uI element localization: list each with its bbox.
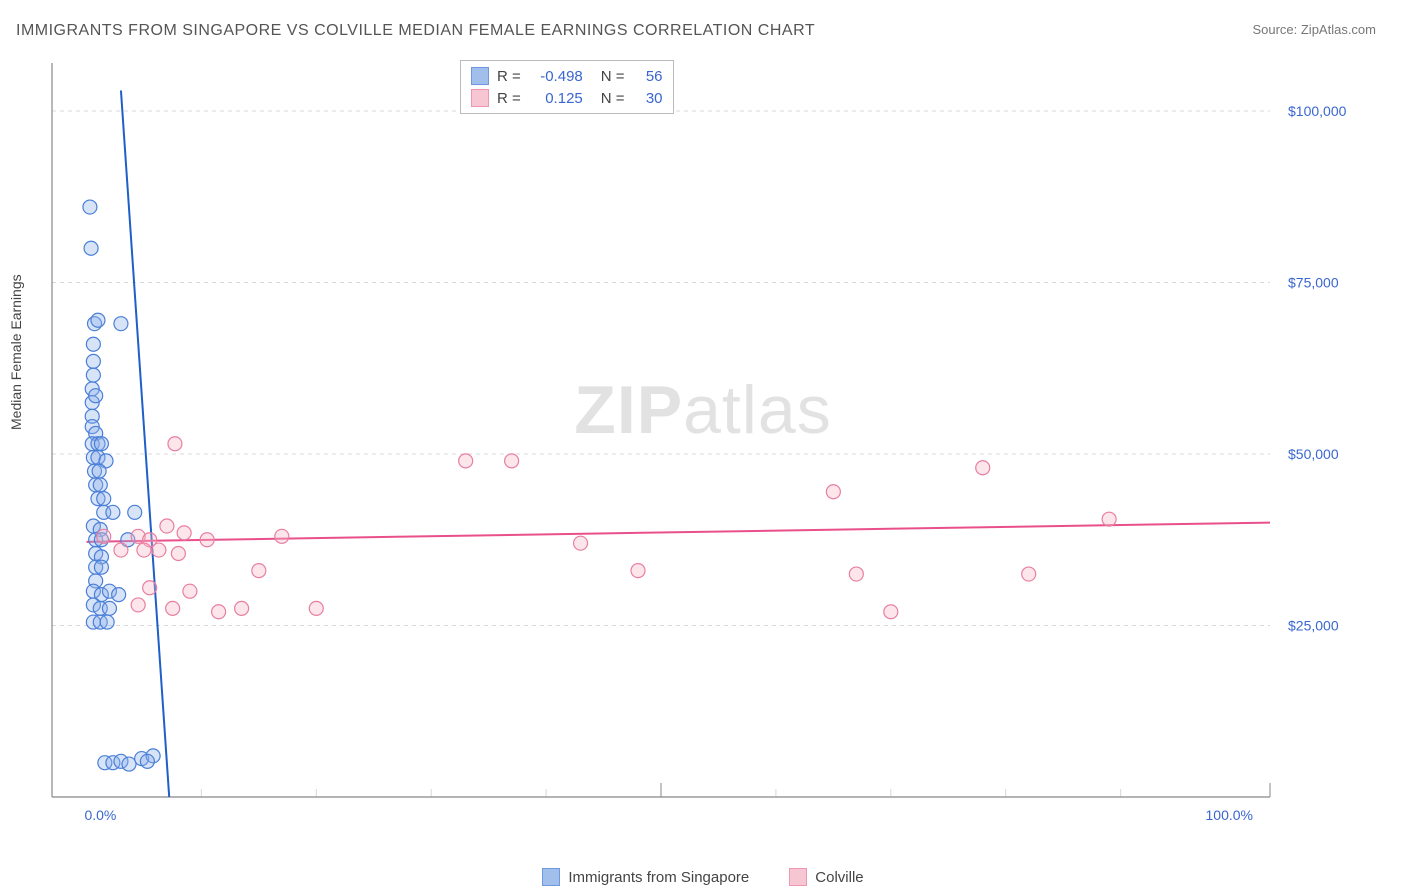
legend-n-label: N =	[601, 90, 625, 107]
legend-n-value: 30	[633, 90, 663, 107]
legend-r-value: -0.498	[529, 68, 583, 85]
svg-text:$25,000: $25,000	[1288, 618, 1339, 634]
svg-text:$75,000: $75,000	[1288, 275, 1339, 291]
legend-r-label: R =	[497, 90, 521, 107]
legend-r-label: R =	[497, 68, 521, 85]
svg-text:$100,000: $100,000	[1288, 103, 1347, 119]
legend-swatch	[789, 868, 807, 886]
source-link[interactable]: ZipAtlas.com	[1301, 22, 1376, 37]
series-legend: Immigrants from Singapore Colville	[0, 868, 1406, 886]
legend-swatch	[471, 89, 489, 107]
legend-n-label: N =	[601, 68, 625, 85]
scatter-plot: $25,000 $50,000 $75,000 $100,000	[50, 55, 1370, 825]
series-label: Immigrants from Singapore	[568, 869, 749, 886]
y-axis-label: Median Female Earnings	[8, 274, 24, 430]
legend-r-value: 0.125	[529, 90, 583, 107]
legend-row: R = -0.498 N = 56	[471, 65, 663, 87]
legend-row: R = 0.125 N = 30	[471, 87, 663, 109]
chart-title: IMMIGRANTS FROM SINGAPORE VS COLVILLE ME…	[16, 22, 815, 40]
series-legend-item: Immigrants from Singapore	[542, 868, 749, 886]
series-legend-item: Colville	[789, 868, 863, 886]
series-label: Colville	[815, 869, 863, 886]
source-attribution: Source: ZipAtlas.com	[1252, 22, 1376, 37]
svg-text:$50,000: $50,000	[1288, 446, 1339, 462]
source-prefix: Source:	[1252, 22, 1300, 37]
x-axis-max-label: 100.0%	[1206, 807, 1253, 823]
legend-swatch	[542, 868, 560, 886]
x-axis-min-label: 0.0%	[84, 807, 116, 823]
legend-n-value: 56	[633, 68, 663, 85]
correlation-legend: R = -0.498 N = 56 R = 0.125 N = 30	[460, 60, 674, 114]
legend-swatch	[471, 67, 489, 85]
